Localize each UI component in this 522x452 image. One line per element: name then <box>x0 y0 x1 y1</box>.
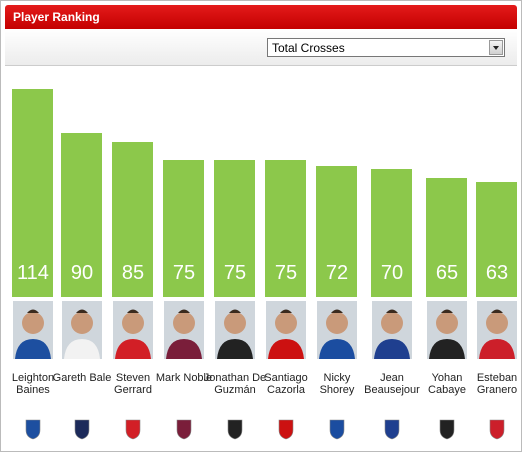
bar <box>316 165 357 297</box>
player-name: Santiago Cazorla <box>264 372 308 396</box>
value-label: 65 <box>435 262 459 284</box>
value-label: 72 <box>325 262 349 284</box>
toolbar: Total Crosses <box>5 29 517 66</box>
value-label: 85 <box>121 262 145 284</box>
player-photo <box>62 301 102 359</box>
club-badge <box>74 419 90 440</box>
player-name: Steven Gerrard <box>114 372 152 396</box>
player-photo <box>427 301 467 359</box>
club-badge <box>176 419 192 440</box>
player-photo <box>215 301 255 359</box>
player-name: Jean Beausejour <box>364 372 420 396</box>
bar <box>112 141 153 297</box>
bar <box>426 178 467 297</box>
bar <box>476 182 517 297</box>
player-name: Nicky Shorey <box>319 372 355 396</box>
value-label: 114 <box>17 262 49 284</box>
bar <box>214 160 255 297</box>
player-name: Gareth Bale <box>52 372 112 384</box>
value-label: 75 <box>274 262 298 284</box>
player-photo <box>372 301 412 359</box>
dropdown-value: Total Crosses <box>272 41 345 55</box>
bar <box>371 169 412 297</box>
club-badge <box>489 419 505 440</box>
player-photo <box>113 301 153 359</box>
value-label: 75 <box>223 262 247 284</box>
dropdown-arrow[interactable] <box>489 40 503 55</box>
chart: 114 Leighton Baines 90 Gareth Bale 85 Steven … <box>5 66 517 449</box>
club-badge <box>278 419 294 440</box>
player-photo <box>317 301 357 359</box>
club-badge <box>25 419 41 440</box>
player-name: Yohan Cabaye <box>428 372 466 396</box>
player-photo <box>477 301 517 359</box>
dropdown[interactable]: Total Crosses <box>267 38 505 57</box>
player-photo <box>266 301 306 359</box>
bar <box>61 132 102 297</box>
value-label: 75 <box>172 262 196 284</box>
player-name: Mark Noble <box>155 372 213 384</box>
value-label: 63 <box>485 262 509 284</box>
club-badge <box>384 419 400 440</box>
header-title: Player Ranking <box>13 10 100 24</box>
bar <box>163 160 204 297</box>
club-badge <box>439 419 455 440</box>
player-photo <box>164 301 204 359</box>
club-badge <box>125 419 141 440</box>
player-photo <box>13 301 53 359</box>
player-name: Leighton Baines <box>11 372 55 396</box>
club-badge <box>329 419 345 440</box>
bar <box>12 89 53 297</box>
bar <box>265 160 306 297</box>
header: Player Ranking <box>5 5 517 29</box>
value-label: 90 <box>70 262 94 284</box>
player-name: Jonathan De Guzmán <box>203 372 267 396</box>
value-label: 70 <box>380 262 404 284</box>
club-badge <box>227 419 243 440</box>
player-name: Esteban Granero <box>476 372 518 396</box>
